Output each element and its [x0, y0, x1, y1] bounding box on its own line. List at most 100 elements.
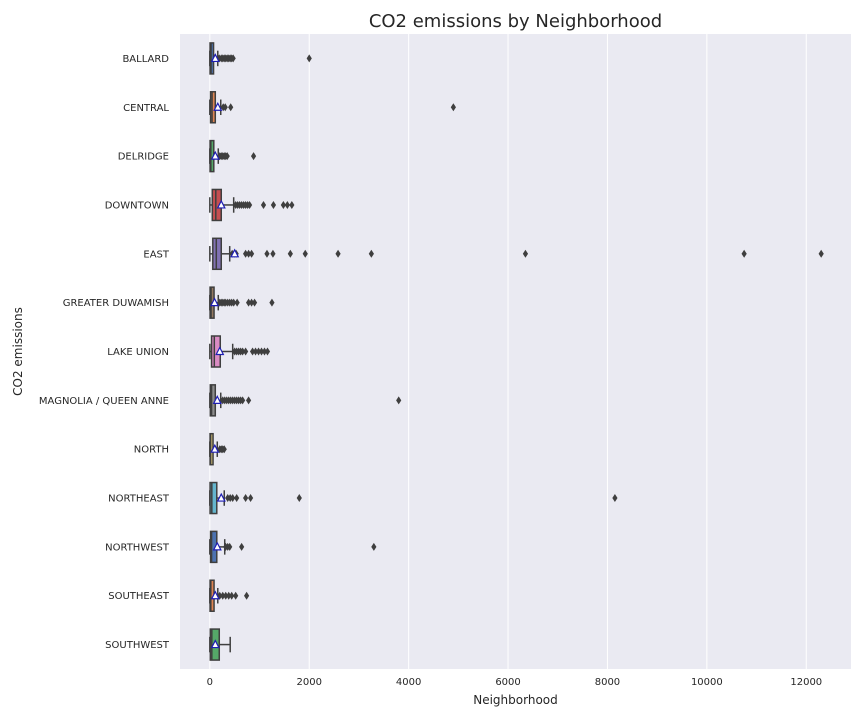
- outlier-point: [239, 542, 245, 551]
- box-group: [209, 481, 618, 515]
- y-tick-labels: BALLARD CENTRAL DELRIDGE DOWNTOWN EAST GREATE…: [39, 54, 170, 651]
- box: [209, 91, 217, 124]
- box-group: [209, 432, 227, 466]
- outlier-point: [296, 494, 302, 503]
- outlier-point: [252, 347, 259, 356]
- outlier-point: [240, 396, 246, 405]
- mean-marker: [216, 492, 226, 502]
- outlier-point: [229, 591, 235, 600]
- outlier-point: [264, 347, 271, 356]
- outlier-point: [248, 249, 255, 258]
- outlier-point: [258, 347, 265, 356]
- outlier-point: [261, 347, 268, 356]
- x-tick-label: 6000: [495, 677, 520, 688]
- outlier-point: [522, 249, 529, 258]
- outlier-point: [243, 347, 249, 356]
- box-group: [209, 335, 271, 368]
- outlier-point: [270, 200, 277, 209]
- gridlines: [209, 34, 807, 669]
- y-tick-label: NORTHEAST: [108, 494, 170, 505]
- box-group: [209, 579, 250, 612]
- box-group: [209, 530, 377, 564]
- outlier-point: [260, 200, 267, 209]
- outlier-point: [227, 542, 233, 551]
- mean-marker: [213, 101, 223, 111]
- outlier-point: [264, 249, 270, 258]
- x-tick-labels: 0 2000 4000 6000 8000 10000 12000: [207, 677, 823, 688]
- outlier-point: [248, 298, 255, 307]
- outlier-point: [284, 200, 290, 209]
- x-tick-label: 0: [207, 677, 213, 688]
- outlier-point: [368, 249, 374, 258]
- outlier-point: [741, 249, 747, 258]
- y-tick-label: DOWNTOWN: [105, 200, 169, 211]
- y-tick-label: GREATER DUWAMISH: [63, 298, 169, 309]
- outlier-point: [231, 298, 237, 307]
- outlier-point: [220, 591, 226, 600]
- outlier-point: [270, 249, 276, 258]
- x-tick-label: 8000: [595, 677, 620, 688]
- mean-marker: [212, 541, 222, 551]
- y-tick-label: LAKE UNION: [107, 347, 169, 358]
- outlier-point: [221, 445, 227, 454]
- outlier-point: [224, 152, 230, 161]
- y-axis-label: CO2 emissions: [11, 307, 25, 396]
- y-tick-label: BALLARD: [122, 54, 169, 65]
- box-group: [209, 286, 275, 319]
- box: [209, 481, 218, 515]
- box-group: [209, 188, 295, 222]
- mean-marker: [215, 346, 225, 356]
- box-group: [209, 91, 456, 124]
- mean-marker: [210, 639, 220, 649]
- outlier-point: [245, 249, 252, 258]
- mean-marker: [210, 590, 220, 600]
- outlier-point: [371, 542, 377, 551]
- outlier-point: [335, 249, 341, 258]
- plot-area: [180, 34, 851, 669]
- box-group: [209, 139, 257, 173]
- outlier-point: [289, 200, 295, 209]
- outlier-point: [612, 494, 618, 503]
- outlier-point: [818, 249, 824, 258]
- outlier-point: [228, 103, 234, 112]
- outlier-point: [234, 298, 240, 307]
- outlier-point: [223, 591, 229, 600]
- box-group: [209, 237, 824, 271]
- outlier-point: [251, 298, 258, 307]
- mean-marker: [210, 53, 220, 63]
- y-tick-label: DELRIDGE: [118, 152, 169, 163]
- outlier-point: [245, 298, 252, 307]
- outlier-point: [243, 494, 249, 503]
- outlier-point: [287, 249, 293, 258]
- y-tick-label: NORTHWEST: [105, 542, 170, 553]
- outlier-point: [233, 591, 239, 600]
- outlier-point: [302, 249, 308, 258]
- x-tick-label: 10000: [691, 677, 723, 688]
- outlier-point: [450, 103, 456, 112]
- outlier-point: [280, 200, 286, 209]
- mean-marker: [212, 395, 222, 404]
- y-tick-label: NORTH: [134, 445, 169, 456]
- outlier-point: [396, 396, 402, 405]
- y-tick-label: SOUTHEAST: [108, 591, 170, 602]
- y-tick-label: MAGNOLIA / QUEEN ANNE: [39, 396, 169, 407]
- x-axis-label: Neighborhood: [473, 693, 558, 707]
- outlier-point: [230, 494, 236, 503]
- outlier-point: [255, 347, 262, 356]
- mean-marker: [210, 443, 220, 453]
- x-tick-label: 4000: [396, 677, 421, 688]
- mean-marker: [209, 297, 220, 307]
- mean-marker: [210, 150, 220, 160]
- outlier-point: [269, 298, 275, 307]
- outlier-point: [243, 249, 249, 258]
- y-tick-label: SOUTHWEST: [105, 640, 170, 651]
- outlier-point: [247, 494, 254, 503]
- outlier-point: [222, 103, 228, 112]
- chart-title: CO2 emissions by Neighborhood: [369, 11, 662, 32]
- outlier-point: [226, 591, 232, 600]
- outlier-point: [234, 494, 240, 503]
- chart-marks: [209, 42, 824, 661]
- outlier-point: [246, 200, 253, 209]
- outlier-point: [244, 591, 250, 600]
